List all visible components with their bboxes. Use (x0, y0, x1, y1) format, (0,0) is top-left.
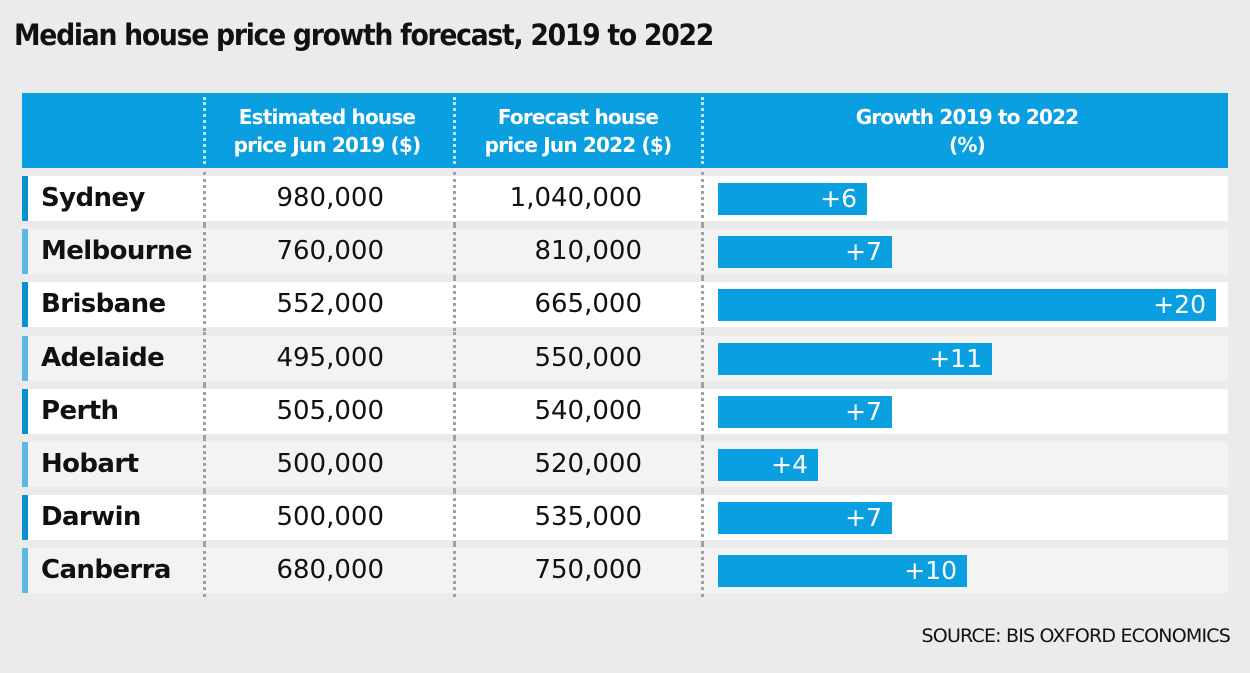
column-divider (203, 385, 206, 438)
column-divider (203, 278, 206, 331)
column-divider (701, 172, 704, 225)
row-accent (22, 495, 28, 540)
growth-bar: +10 (718, 555, 967, 587)
table-row: Canberra 680,000 750,000 +10 (22, 544, 1228, 597)
city-label: Hobart (41, 449, 139, 479)
header-line: Forecast house (497, 104, 659, 129)
header-line: Growth 2019 to 2022 (855, 104, 1079, 129)
city-label: Melbourne (41, 236, 193, 266)
column-divider (453, 172, 456, 225)
estimated-price-2019: 680,000 (276, 555, 384, 585)
column-divider (203, 332, 206, 385)
forecast-price-2022: 520,000 (534, 449, 642, 479)
estimated-price-2019: 505,000 (276, 396, 384, 426)
table-row: Brisbane 552,000 665,000 +20 (22, 278, 1228, 331)
header-forecast-2022: Forecast house price Jun 2022 ($) (454, 93, 702, 168)
column-divider (701, 385, 704, 438)
row-accent (22, 548, 28, 593)
city-label: Canberra (41, 555, 171, 585)
column-divider (701, 332, 704, 385)
column-divider (701, 544, 704, 597)
column-divider (203, 172, 206, 225)
column-divider (203, 97, 206, 164)
column-divider (701, 438, 704, 491)
source-note: SOURCE: BIS OXFORD ECONOMICS (921, 625, 1231, 647)
growth-bar: +11 (718, 343, 992, 375)
table-row: Darwin 500,000 535,000 +7 (22, 491, 1228, 544)
column-divider (453, 385, 456, 438)
column-divider (203, 491, 206, 544)
estimated-price-2019: 760,000 (276, 236, 384, 266)
column-divider (203, 544, 206, 597)
column-divider (453, 97, 456, 164)
table-header: Estimated house price Jun 2019 ($) Forec… (22, 93, 1228, 168)
city-label: Brisbane (41, 289, 166, 319)
city-label: Darwin (41, 502, 141, 532)
growth-bar: +7 (718, 502, 892, 534)
row-accent (22, 336, 28, 381)
table-row: Hobart 500,000 520,000 +4 (22, 438, 1228, 491)
growth-bar: +7 (718, 396, 892, 428)
column-divider (453, 278, 456, 331)
column-divider (701, 278, 704, 331)
column-divider (453, 332, 456, 385)
header-line: price Jun 2022 ($) (484, 132, 673, 157)
column-divider (453, 491, 456, 544)
estimated-price-2019: 552,000 (276, 289, 384, 319)
estimated-price-2019: 500,000 (276, 449, 384, 479)
column-divider (701, 491, 704, 544)
forecast-price-2022: 665,000 (534, 289, 642, 319)
column-divider (203, 225, 206, 278)
column-divider (701, 97, 704, 164)
estimated-price-2019: 495,000 (276, 343, 384, 373)
forecast-price-2022: 550,000 (534, 343, 642, 373)
row-accent (22, 282, 28, 327)
chart-title: Median house price growth forecast, 2019… (14, 18, 714, 52)
table-row: Adelaide 495,000 550,000 +11 (22, 332, 1228, 385)
header-line: price Jun 2019 ($) (233, 132, 422, 157)
header-line: (%) (949, 132, 986, 157)
table-row: Perth 505,000 540,000 +7 (22, 385, 1228, 438)
column-divider (203, 438, 206, 491)
growth-bar: +6 (718, 183, 867, 215)
estimated-price-2019: 980,000 (276, 183, 384, 213)
estimated-price-2019: 500,000 (276, 502, 384, 532)
city-label: Adelaide (41, 343, 165, 373)
header-line: Estimated house (238, 104, 416, 129)
city-label: Sydney (41, 183, 145, 213)
forecast-price-2022: 1,040,000 (509, 183, 642, 213)
column-divider (701, 225, 704, 278)
row-accent (22, 176, 28, 221)
row-accent (22, 442, 28, 487)
forecast-price-2022: 535,000 (534, 502, 642, 532)
header-estimated-2019: Estimated house price Jun 2019 ($) (202, 93, 452, 168)
forecast-price-2022: 750,000 (534, 555, 642, 585)
column-divider (453, 225, 456, 278)
city-label: Perth (41, 396, 119, 426)
column-divider (453, 544, 456, 597)
growth-bar: +20 (718, 289, 1216, 321)
row-accent (22, 389, 28, 434)
growth-bar: +4 (718, 449, 818, 481)
table-row: Melbourne 760,000 810,000 +7 (22, 225, 1228, 278)
header-growth: Growth 2019 to 2022 (%) (706, 93, 1228, 168)
forecast-price-2022: 540,000 (534, 396, 642, 426)
column-divider (453, 438, 456, 491)
growth-bar: +7 (718, 236, 892, 268)
row-accent (22, 229, 28, 274)
table-row: Sydney 980,000 1,040,000 +6 (22, 172, 1228, 225)
forecast-price-2022: 810,000 (534, 236, 642, 266)
